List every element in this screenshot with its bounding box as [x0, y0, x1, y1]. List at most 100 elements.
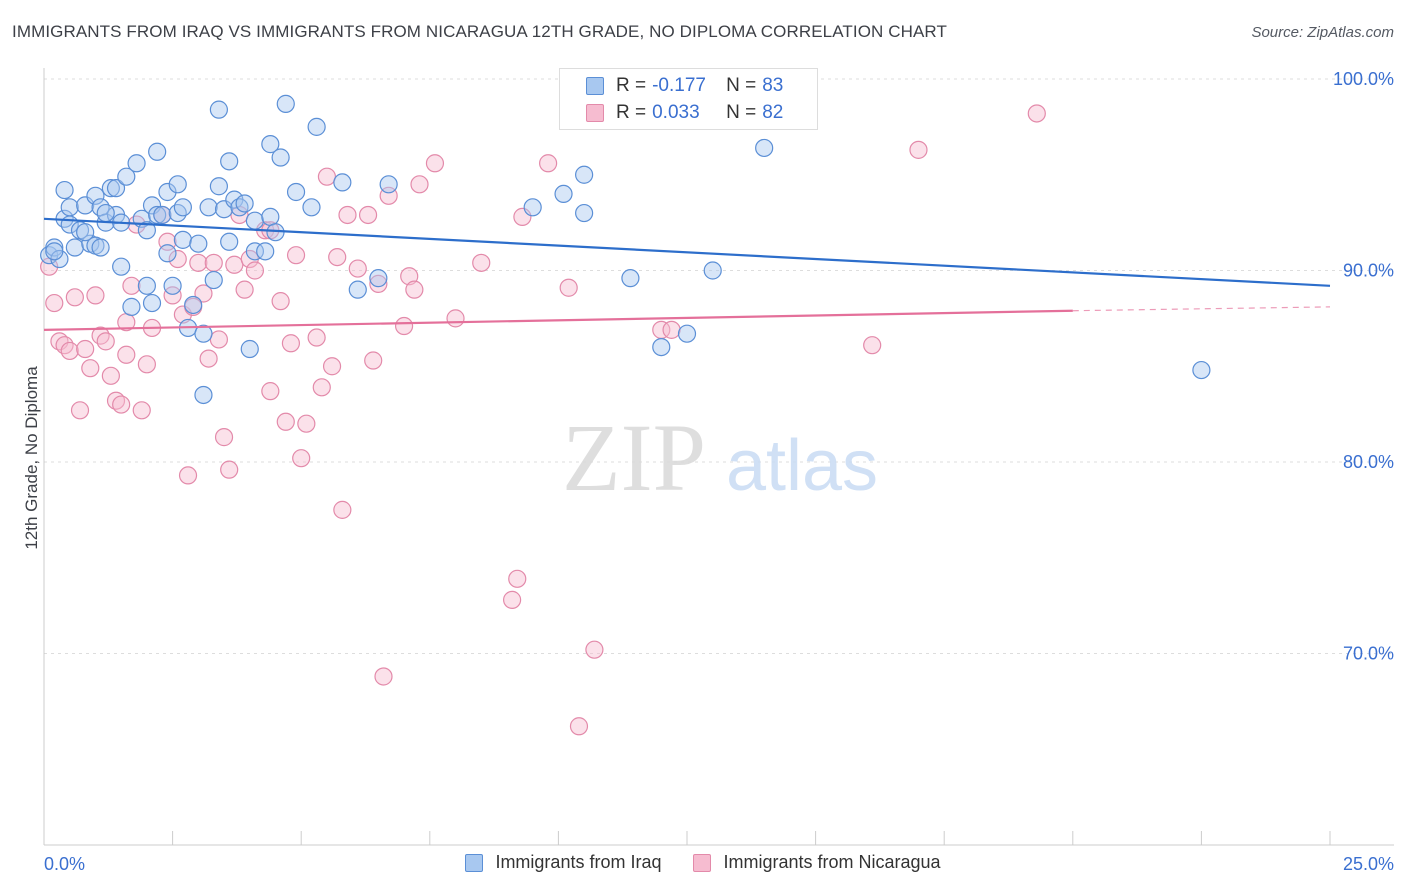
nicaragua-point — [271, 292, 290, 311]
iraq-point — [101, 179, 120, 198]
legend-item-nicaragua: Immigrants from Nicaragua — [693, 852, 941, 873]
iraq-point — [168, 175, 187, 194]
iraq-trend-line — [43, 217, 1331, 287]
nicaragua-point — [503, 590, 522, 609]
legend-iraq-n-value: 83 — [762, 75, 784, 96]
watermark: ZIP atlas — [562, 404, 878, 511]
nicaragua-point — [405, 280, 424, 299]
iraq-point — [276, 94, 295, 113]
iraq-point — [261, 207, 280, 226]
watermark-atlas: atlas — [726, 426, 878, 506]
nicaragua-point — [189, 253, 208, 272]
iraq-point — [1192, 360, 1211, 380]
iraq-point — [703, 261, 722, 280]
legend-swatch-nicaragua — [586, 104, 604, 122]
iraq-point — [204, 270, 223, 290]
iraq-point — [173, 230, 192, 249]
iraq-point — [148, 142, 167, 161]
legend-row-nicaragua: R = 0.033 N = 82 — [586, 101, 783, 125]
iraq-point — [575, 165, 594, 184]
nicaragua-point — [117, 345, 136, 364]
iraq-point — [76, 223, 95, 242]
nicaragua-point — [81, 359, 100, 378]
iraq-point — [112, 257, 131, 276]
y-tick-label: 70.0% — [1343, 644, 1394, 664]
iraq-point — [137, 276, 156, 295]
iraq-point — [575, 203, 594, 223]
iraq-point — [189, 234, 208, 253]
iraq-point — [271, 148, 290, 167]
nicaragua-point — [163, 286, 182, 305]
trend-lines — [43, 217, 1331, 331]
nicaragua-trend-line — [43, 309, 1073, 331]
nicaragua-point — [322, 357, 342, 376]
gridlines — [44, 78, 1394, 654]
nicaragua-point — [559, 278, 578, 297]
nicaragua-points — [40, 104, 1046, 736]
nicaragua-point — [178, 466, 198, 485]
iraq-point — [379, 175, 398, 194]
iraq-point — [137, 221, 156, 240]
iraq-point — [621, 269, 640, 288]
x-tick-label-min: 0.0% — [44, 854, 85, 874]
nicaragua-point — [569, 717, 589, 736]
legend-swatch-nicaragua-bottom — [693, 853, 712, 872]
nicaragua-point — [122, 276, 141, 295]
legend-nicaragua-n-label: N = — [726, 102, 757, 123]
nicaragua-point — [65, 288, 84, 307]
legend-swatch-iraq — [586, 77, 604, 95]
iraq-point — [677, 324, 697, 343]
nicaragua-point — [328, 247, 347, 267]
stats-legend: R = -0.177 N = 83 R = 0.033 N = 82 — [559, 68, 818, 130]
nicaragua-point — [55, 336, 74, 355]
nicaragua-point — [585, 640, 604, 659]
axis-tick-labels: 70.0% 80.0% 90.0% 100.0% 0.0% 25.0% — [44, 69, 1394, 874]
iraq-point — [554, 184, 573, 203]
nicaragua-point — [909, 140, 928, 159]
nicaragua-point — [662, 320, 681, 339]
iraq-point — [55, 180, 74, 200]
legend-label-iraq: Immigrants from Iraq — [495, 852, 662, 872]
nicaragua-point — [235, 280, 254, 299]
iraq-point — [261, 135, 280, 154]
nicaragua-point — [297, 414, 316, 433]
iraq-point — [163, 276, 182, 295]
iraq-point — [148, 205, 167, 225]
iraq-point — [65, 238, 84, 257]
nicaragua-point — [220, 460, 239, 479]
nicaragua-point — [1027, 104, 1046, 123]
iraq-point — [369, 269, 388, 288]
iraq-point — [173, 198, 192, 217]
nicaragua-point — [245, 261, 265, 280]
iraq-point — [286, 182, 306, 202]
nicaragua-point — [317, 167, 337, 186]
iraq-point — [199, 198, 218, 217]
nicaragua-point — [112, 395, 131, 414]
nicaragua-point — [410, 175, 429, 194]
legend-iraq-r-label: R = — [616, 75, 647, 96]
chart-title: IMMIGRANTS FROM IRAQ VS IMMIGRANTS FROM … — [12, 22, 947, 41]
source-credit: Source: ZipAtlas.com — [1251, 24, 1394, 41]
nicaragua-point — [209, 330, 228, 349]
nicaragua-point — [863, 336, 882, 355]
nicaragua-trend-extension — [1072, 306, 1331, 312]
iraq-point — [184, 295, 203, 315]
iraq-point — [209, 100, 228, 119]
nicaragua-point — [358, 205, 378, 225]
iraq-point — [256, 242, 275, 261]
iraq-point — [333, 173, 352, 192]
iraq-point — [153, 205, 172, 225]
iraq-point — [86, 186, 105, 205]
iraq-point — [158, 182, 177, 202]
iraq-point — [348, 280, 367, 299]
nicaragua-point — [508, 569, 527, 588]
nicaragua-point — [333, 500, 352, 519]
iraq-point — [168, 203, 187, 223]
nicaragua-point — [286, 246, 306, 265]
iraq-point — [209, 177, 228, 196]
iraq-point — [158, 244, 177, 263]
series-legend: Immigrants from Iraq Immigrants from Nic… — [0, 852, 1406, 873]
legend-row-iraq: R = -0.177 N = 83 — [586, 74, 783, 98]
iraq-point — [755, 138, 774, 158]
y-tick-label: 100.0% — [1333, 69, 1394, 89]
